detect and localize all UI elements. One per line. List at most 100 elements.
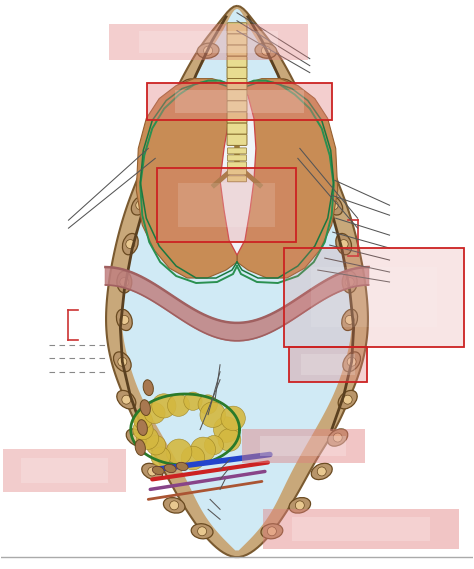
Circle shape — [218, 428, 241, 451]
Bar — [156, 168, 296, 242]
Circle shape — [315, 161, 324, 170]
Bar — [260, 436, 346, 456]
Circle shape — [279, 82, 288, 91]
Ellipse shape — [261, 523, 283, 539]
Circle shape — [118, 357, 127, 366]
Bar — [21, 457, 108, 483]
Bar — [289, 347, 367, 382]
Circle shape — [181, 446, 205, 470]
Polygon shape — [237, 79, 337, 278]
Circle shape — [133, 410, 152, 429]
Ellipse shape — [310, 156, 330, 174]
Circle shape — [295, 501, 304, 510]
Ellipse shape — [140, 400, 150, 415]
Ellipse shape — [131, 195, 149, 215]
Circle shape — [150, 161, 159, 170]
Polygon shape — [220, 85, 256, 255]
Circle shape — [221, 406, 246, 431]
FancyBboxPatch shape — [227, 79, 247, 90]
Circle shape — [186, 82, 195, 91]
Ellipse shape — [289, 497, 310, 513]
Bar — [178, 183, 275, 227]
Bar — [263, 509, 459, 550]
Bar — [139, 31, 278, 53]
FancyBboxPatch shape — [227, 134, 247, 146]
Circle shape — [345, 278, 354, 287]
Ellipse shape — [255, 43, 277, 58]
Circle shape — [148, 467, 157, 476]
Circle shape — [151, 447, 171, 467]
Ellipse shape — [142, 463, 163, 480]
Circle shape — [191, 437, 216, 462]
Ellipse shape — [293, 118, 314, 135]
Ellipse shape — [144, 156, 164, 174]
Bar — [289, 347, 367, 382]
Circle shape — [132, 433, 141, 442]
Bar — [311, 267, 437, 327]
Ellipse shape — [126, 429, 146, 446]
Ellipse shape — [273, 79, 295, 94]
Bar — [109, 23, 308, 60]
Ellipse shape — [342, 310, 357, 331]
FancyBboxPatch shape — [228, 155, 246, 161]
FancyBboxPatch shape — [227, 90, 247, 101]
Ellipse shape — [122, 233, 138, 255]
Ellipse shape — [160, 118, 181, 135]
Circle shape — [204, 46, 212, 55]
Ellipse shape — [336, 233, 352, 255]
Ellipse shape — [191, 523, 213, 539]
Circle shape — [122, 395, 131, 404]
Ellipse shape — [164, 497, 185, 513]
Ellipse shape — [152, 467, 164, 475]
FancyBboxPatch shape — [228, 176, 246, 182]
Ellipse shape — [343, 352, 360, 372]
Circle shape — [146, 435, 166, 455]
FancyBboxPatch shape — [227, 123, 247, 134]
Circle shape — [200, 402, 226, 427]
Ellipse shape — [328, 429, 348, 446]
FancyBboxPatch shape — [227, 101, 247, 112]
Ellipse shape — [117, 310, 132, 331]
Circle shape — [204, 435, 223, 455]
FancyBboxPatch shape — [227, 45, 247, 56]
Polygon shape — [137, 79, 237, 278]
FancyBboxPatch shape — [227, 56, 247, 67]
Ellipse shape — [164, 464, 176, 473]
Ellipse shape — [176, 463, 188, 471]
Polygon shape — [122, 9, 352, 550]
Circle shape — [262, 46, 270, 55]
Circle shape — [170, 501, 179, 510]
Bar — [284, 248, 464, 347]
Circle shape — [136, 201, 145, 210]
Bar — [292, 517, 430, 541]
Bar — [156, 168, 296, 242]
Ellipse shape — [179, 79, 201, 94]
Circle shape — [267, 527, 276, 536]
Polygon shape — [106, 6, 368, 557]
Bar — [284, 248, 464, 347]
Ellipse shape — [117, 390, 136, 409]
FancyBboxPatch shape — [228, 162, 246, 168]
Circle shape — [198, 395, 218, 414]
Circle shape — [329, 201, 338, 210]
Circle shape — [152, 394, 176, 418]
Circle shape — [299, 122, 308, 131]
Circle shape — [345, 315, 354, 324]
Circle shape — [133, 419, 153, 440]
Bar — [3, 449, 126, 492]
Circle shape — [137, 427, 159, 450]
Polygon shape — [105, 267, 369, 341]
Circle shape — [198, 527, 207, 536]
Bar — [301, 354, 356, 375]
Circle shape — [214, 417, 239, 442]
Ellipse shape — [114, 352, 131, 372]
Circle shape — [184, 392, 202, 410]
FancyBboxPatch shape — [227, 23, 247, 34]
Ellipse shape — [135, 440, 146, 455]
FancyBboxPatch shape — [228, 148, 246, 154]
Bar — [147, 83, 331, 120]
Bar — [147, 83, 331, 120]
Bar — [242, 429, 365, 463]
Circle shape — [347, 357, 356, 366]
Circle shape — [166, 122, 175, 131]
